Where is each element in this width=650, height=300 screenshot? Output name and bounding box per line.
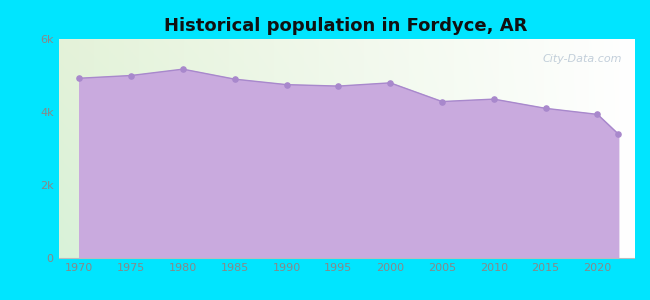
Point bbox=[74, 76, 85, 81]
Text: City-Data.com: City-Data.com bbox=[543, 54, 622, 64]
Point bbox=[229, 77, 240, 82]
Point bbox=[437, 99, 447, 104]
Point bbox=[385, 80, 395, 85]
Point bbox=[613, 132, 623, 136]
Title: Historical population in Fordyce, AR: Historical population in Fordyce, AR bbox=[164, 17, 528, 35]
Point bbox=[489, 97, 499, 101]
Point bbox=[177, 67, 188, 71]
Point bbox=[592, 112, 603, 117]
Point bbox=[540, 106, 551, 111]
Point bbox=[333, 84, 344, 88]
Point bbox=[126, 73, 136, 78]
Point bbox=[281, 82, 292, 87]
